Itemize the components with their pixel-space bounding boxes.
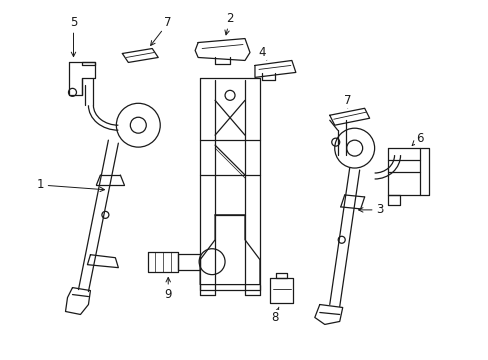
Text: 7: 7 — [343, 94, 351, 108]
Text: 4: 4 — [258, 46, 266, 60]
Text: 8: 8 — [271, 307, 279, 324]
Text: 5: 5 — [70, 16, 77, 57]
Text: 3: 3 — [358, 203, 383, 216]
Text: 7: 7 — [150, 16, 172, 45]
Text: 2: 2 — [224, 12, 233, 35]
Text: 6: 6 — [411, 132, 423, 145]
Text: 9: 9 — [164, 278, 172, 301]
Text: 1: 1 — [37, 179, 104, 192]
